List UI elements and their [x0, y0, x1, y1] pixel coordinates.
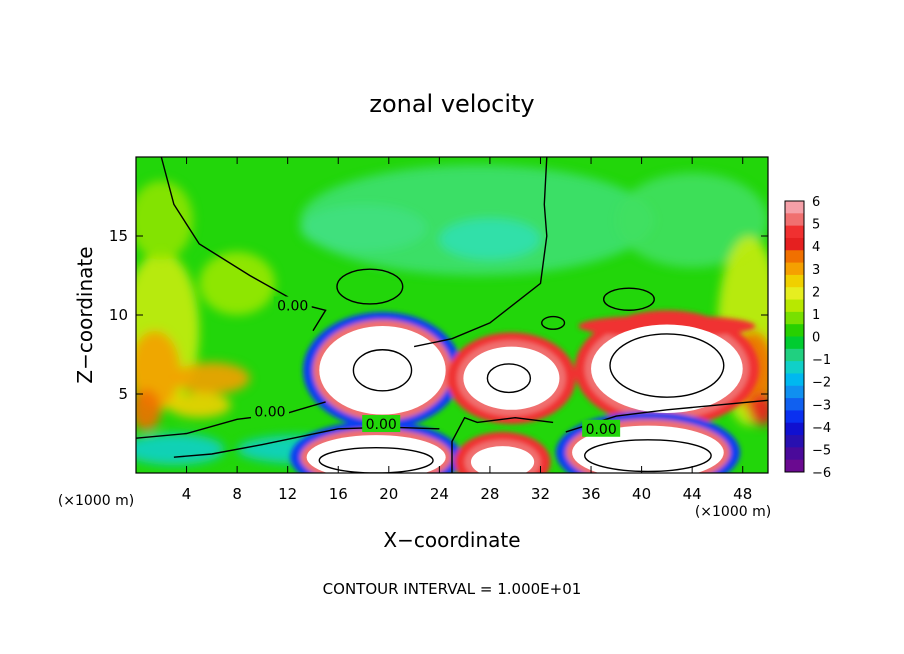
colorbar-swatch	[785, 373, 804, 387]
contour-loop	[602, 287, 655, 311]
contour-loop	[352, 349, 413, 392]
contour-zero	[160, 157, 327, 332]
shading-blob	[136, 433, 225, 466]
colorbar-label: 5	[812, 218, 820, 233]
contour-loop	[541, 315, 566, 330]
colorbar-label: 0	[812, 331, 820, 346]
colorbar-label: −6	[812, 466, 831, 481]
shading-blob	[300, 204, 427, 252]
colorbar-swatch	[785, 225, 804, 239]
contour-zero	[136, 401, 326, 439]
jet-core	[572, 425, 724, 473]
colorbar-swatch	[785, 201, 804, 214]
x-unit-right: (×1000 m)	[695, 504, 771, 520]
contour-label-bg	[582, 419, 621, 437]
x-tick-label: 20	[379, 485, 398, 503]
y-tick-label: 15	[109, 227, 128, 245]
jet-core	[463, 346, 560, 410]
colorbar-swatch	[785, 385, 804, 399]
shading-blob	[167, 392, 231, 418]
colorbar-label: −4	[812, 421, 831, 436]
colorbar-swatch	[785, 237, 804, 251]
jet-core	[319, 326, 446, 415]
colorbar: 6 5 4 3 2 1 0 −1 −2 −3 −4 −5 −6	[784, 195, 831, 481]
colorbar-label: 1	[812, 308, 820, 323]
contour-label: 0.00	[254, 404, 285, 420]
colorbar-swatch	[785, 336, 804, 350]
x-tick-label: 12	[278, 485, 297, 503]
contour-label-bg	[250, 402, 289, 420]
chart-title: zonal velocity	[369, 90, 534, 118]
contour-loop	[609, 333, 725, 398]
x-tick-label: 28	[480, 485, 499, 503]
colorbar-swatch	[785, 398, 804, 411]
x-tick-label: 24	[430, 485, 449, 503]
x-tick-label: 48	[733, 485, 752, 503]
colorbar-swatch	[785, 447, 804, 461]
colorbar-swatch	[785, 348, 804, 362]
colorbar-swatch	[785, 459, 804, 473]
colorbar-swatch	[785, 435, 804, 448]
jet-core	[306, 435, 446, 473]
shading-blob	[439, 218, 541, 260]
contour-zero	[451, 416, 554, 473]
jet-core	[470, 446, 535, 473]
y-tick-label: 5	[118, 385, 128, 403]
contour-label: 0.00	[366, 417, 397, 433]
y-axis: 5 10 15	[109, 227, 768, 403]
colorbar-swatch	[785, 213, 804, 227]
plot-area: 0.00 0.00 0.00 0.00	[136, 157, 768, 473]
x-tick-label: 40	[632, 485, 651, 503]
colorbar-swatch	[785, 250, 804, 264]
x-tick-label: 44	[683, 485, 702, 503]
x-tick-label: 8	[232, 485, 242, 503]
velocity-field: 0.00 0.00 0.00 0.00	[136, 157, 768, 473]
x-tick-label: 4	[182, 485, 192, 503]
shading-blob	[749, 394, 768, 426]
contour-label: 0.00	[586, 422, 617, 438]
colorbar-swatch	[785, 287, 804, 301]
colorbar-swatch	[785, 422, 804, 436]
contour-zero	[413, 157, 548, 348]
x-tick-label: 36	[581, 485, 600, 503]
shading-blob	[136, 180, 193, 260]
jet-core	[591, 324, 743, 413]
colorbar-label: −5	[812, 443, 831, 458]
colorbar-swatch	[785, 311, 804, 325]
shading-blob	[199, 251, 276, 315]
colorbar-label: 3	[812, 263, 820, 278]
contour-interval-note: CONTOUR INTERVAL = 1.000E+01	[323, 580, 582, 598]
shading-blob	[136, 389, 162, 431]
x-unit-left: (×1000 m)	[58, 493, 134, 509]
contour-label-bg	[362, 415, 401, 433]
contour-loop	[336, 268, 404, 305]
contours	[136, 157, 768, 473]
contour-label-bg	[273, 296, 312, 314]
x-axis: 4 8 12 16 20 24 28 32 36 40 44 48	[182, 157, 752, 503]
colorbar-swatch	[785, 299, 804, 313]
colorbar-swatch	[785, 410, 804, 424]
x-axis-label: X−coordinate	[383, 528, 520, 552]
y-tick-label: 10	[109, 306, 128, 324]
x-tick-label: 16	[329, 485, 348, 503]
colorbar-swatch	[785, 262, 804, 276]
colorbar-swatch	[785, 274, 804, 288]
colorbar-frame	[784, 200, 805, 473]
y-axis-label: Z−coordinate	[73, 246, 97, 383]
shading-blob	[173, 362, 250, 395]
colorbar-label: 2	[812, 285, 820, 300]
contour-loop	[486, 363, 532, 394]
colorbar-label: −3	[812, 398, 831, 413]
colorbar-swatch	[785, 361, 804, 374]
colorbar-label: −1	[812, 353, 831, 368]
colorbar-label: −2	[812, 376, 831, 391]
x-tick-label: 32	[531, 485, 550, 503]
colorbar-label: 4	[812, 240, 820, 255]
shading-blob	[616, 172, 768, 268]
contour-label: 0.00	[277, 299, 308, 315]
contour-loop	[584, 439, 712, 473]
colorbar-swatch	[785, 324, 804, 337]
colorbar-label: 6	[812, 195, 820, 210]
